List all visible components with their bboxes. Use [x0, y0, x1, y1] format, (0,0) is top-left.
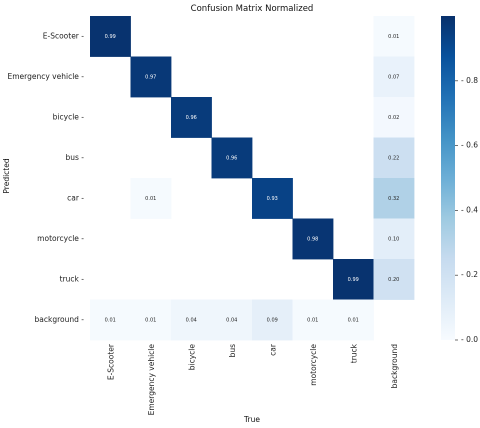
colorbar-ticks: - 0.0 - 0.2 - 0.4 - 0.6 - 0.8: [455, 76, 478, 344]
y-axis-label: Predicted: [2, 158, 11, 193]
colorbar-tick-label: - 0.8: [461, 76, 478, 85]
cell-value-label: 0.97: [145, 74, 156, 80]
colorbar-tick-label: - 0.2: [461, 270, 478, 279]
heatmap-cell: [90, 299, 131, 341]
cell-value-label: 0.96: [226, 155, 237, 161]
y-tick-label: bus -: [65, 153, 84, 162]
colorbar: [441, 16, 455, 340]
cell-value-label: 0.22: [388, 155, 399, 161]
heatmap-cell: [211, 299, 253, 341]
heatmap-cell: [333, 299, 374, 341]
heatmap-cell: [373, 259, 415, 300]
y-tick-label: Emergency vehicle -: [8, 72, 85, 81]
heatmap-cell: [252, 299, 293, 341]
x-tick-label: background: [390, 344, 399, 389]
y-tick-label: background -: [35, 315, 85, 324]
heatmap-cell: [90, 16, 131, 57]
heatmap-cell: [171, 97, 212, 138]
cell-value-label: 0.09: [267, 317, 278, 323]
heatmap-cell: [373, 178, 415, 219]
x-tick-label: bicycle: [187, 344, 196, 371]
heatmap-cell: [130, 178, 172, 219]
cell-value-label: 0.02: [388, 115, 399, 121]
x-tick-labels: E-Scooter Emergency vehicle bicycle bus car m…: [106, 343, 399, 415]
colorbar-tick-label: - 0.4: [461, 205, 478, 214]
heatmap-cell: [373, 137, 415, 179]
heatmap-cell: [373, 16, 415, 57]
cell-value-label: 0.99: [348, 277, 359, 283]
cell-value-label: 0.01: [145, 196, 156, 202]
colorbar-tick-label: - 0.6: [461, 141, 478, 150]
x-tick-label: Emergency vehicle: [147, 344, 156, 416]
y-tick-label: bicycle -: [53, 112, 85, 121]
cell-value-label: 0.96: [186, 115, 197, 121]
heatmap-cell: [373, 97, 415, 138]
cell-value-label: 0.98: [307, 236, 318, 242]
cell-value-label: 0.07: [388, 74, 399, 80]
cell-value-label: 0.01: [145, 317, 156, 323]
cell-value-label: 0.99: [105, 34, 116, 40]
cell-value-label: 0.01: [388, 34, 399, 40]
cell-value-label: 0.04: [226, 317, 237, 323]
colorbar-tick-label: - 0.0: [461, 335, 478, 344]
heatmap-cells: 0.99 0.01 0.97 0.07 0.96 0.02 0.96 0.22 0.01 0.93…: [90, 16, 415, 341]
chart-title: Confusion Matrix Normalized: [191, 4, 314, 14]
cell-value-label: 0.20: [388, 277, 399, 283]
heatmap-cell: [252, 178, 293, 219]
heatmap-cell: [292, 218, 334, 260]
x-tick-label: truck: [349, 343, 358, 363]
heatmap-cell: [171, 299, 212, 341]
y-tick-label: motorcycle -: [37, 234, 84, 243]
y-tick-labels: E-Scooter - Emergency vehicle - bicycle - b…: [8, 31, 85, 324]
heatmap-cell: [130, 56, 172, 98]
cell-value-label: 0.01: [348, 317, 359, 323]
x-tick-label: E-Scooter: [106, 343, 115, 380]
x-tick-label: bus: [228, 344, 237, 358]
cell-value-label: 0.32: [388, 196, 399, 202]
heatmap-cell: [333, 259, 374, 300]
x-tick-label: motorcycle: [309, 344, 318, 386]
x-tick-label: car: [268, 343, 277, 356]
y-tick-label: E-Scooter -: [43, 31, 85, 40]
heatmap-cell: [211, 137, 253, 179]
cell-value-label: 0.01: [307, 317, 318, 323]
cell-value-label: 0.01: [105, 317, 116, 323]
heatmap-cell: [292, 299, 334, 341]
cell-value-label: 0.93: [267, 196, 278, 202]
y-tick-label: car -: [67, 193, 84, 202]
y-tick-label: truck -: [60, 274, 85, 283]
cell-value-label: 0.04: [186, 317, 197, 323]
heatmap-cell: [373, 218, 415, 260]
heatmap-cell: [373, 56, 415, 98]
cell-value-label: 0.10: [388, 236, 399, 242]
heatmap-cell: [130, 299, 172, 341]
x-axis-label: True: [243, 415, 260, 424]
